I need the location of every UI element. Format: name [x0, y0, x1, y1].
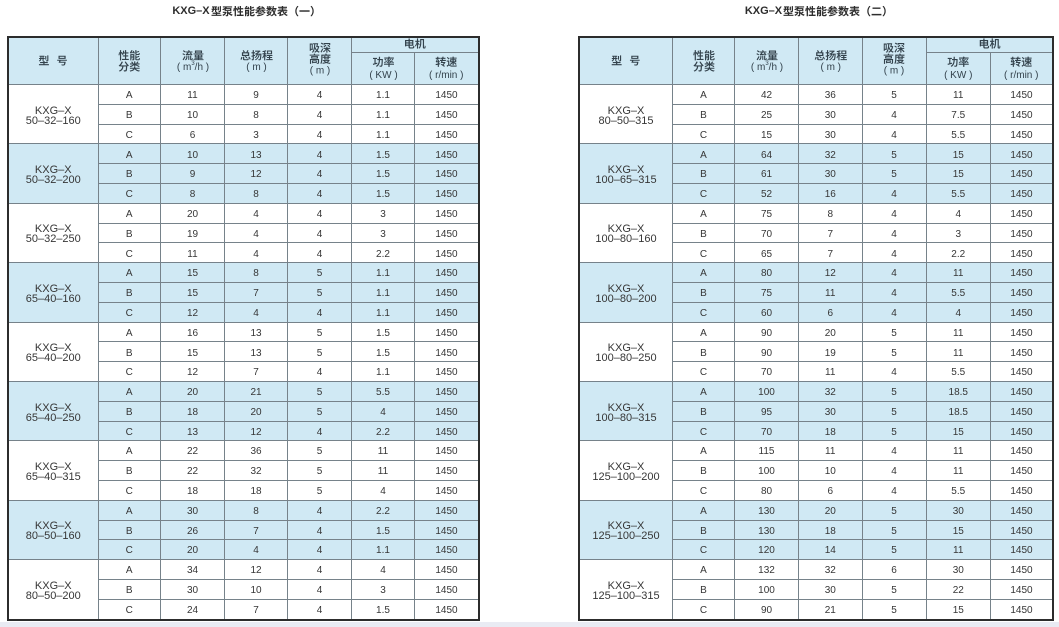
svg-text:( m3/h ): ( m3/h )	[750, 61, 782, 73]
svg-text:( KW ): ( KW )	[944, 70, 972, 81]
svg-text:( m3/h ): ( m3/h )	[176, 61, 208, 73]
svg-text:( m ): ( m )	[246, 62, 267, 73]
svg-text:( r/min ): ( r/min )	[429, 70, 463, 81]
svg-text:( m ): ( m )	[309, 66, 330, 77]
svg-text:( m ): ( m )	[820, 62, 841, 73]
svg-text:( r/min ): ( r/min )	[1004, 70, 1038, 81]
svg-text:( m ): ( m )	[884, 66, 905, 77]
svg-text:( KW ): ( KW )	[369, 70, 397, 81]
